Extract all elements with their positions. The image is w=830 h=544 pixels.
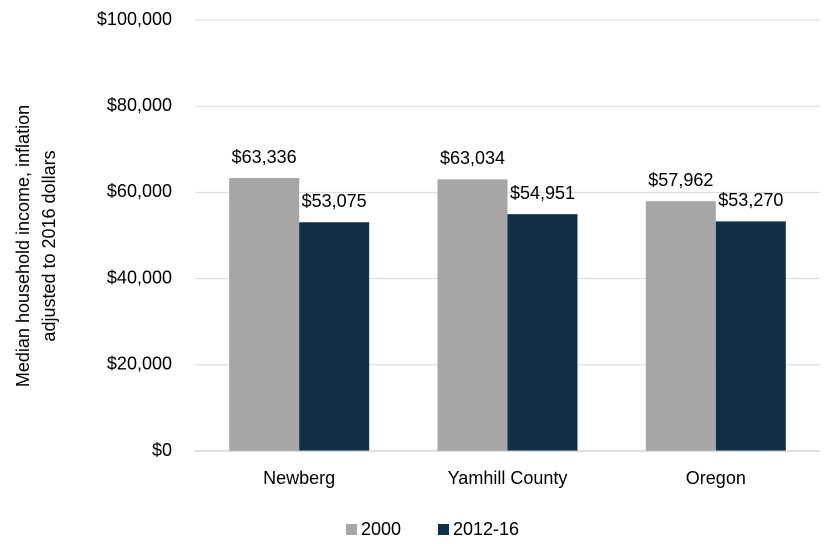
y-tick-label: $60,000: [107, 181, 172, 201]
legend-label: 2000: [361, 519, 401, 539]
legend-label: 2012-16: [453, 519, 519, 539]
y-tick-label: $40,000: [107, 267, 172, 287]
bar: [299, 222, 370, 451]
y-tick-label: $0: [152, 440, 172, 460]
x-tick-label: Oregon: [686, 468, 746, 488]
legend-swatch: [346, 524, 357, 535]
bar: [645, 201, 716, 451]
bar: [437, 179, 508, 451]
legend-swatch: [438, 524, 449, 535]
bar: [507, 214, 578, 451]
bar: [715, 221, 786, 451]
data-label: $57,962: [648, 170, 713, 190]
y-tick-label: $20,000: [107, 354, 172, 374]
data-label: $63,336: [232, 147, 297, 167]
x-tick-label: Newberg: [263, 468, 335, 488]
data-label: $53,270: [718, 190, 783, 210]
data-label: $63,034: [440, 148, 505, 168]
y-tick-label: $80,000: [107, 95, 172, 115]
x-tick-label: Yamhill County: [448, 468, 568, 488]
data-label: $53,075: [302, 191, 367, 211]
y-tick-label: $100,000: [97, 9, 172, 29]
data-label: $54,951: [510, 183, 575, 203]
bar: [229, 178, 300, 451]
y-axis-label: Median household income, inflation: [13, 105, 33, 387]
y-axis-label: adjusted to 2016 dollars: [39, 150, 59, 341]
